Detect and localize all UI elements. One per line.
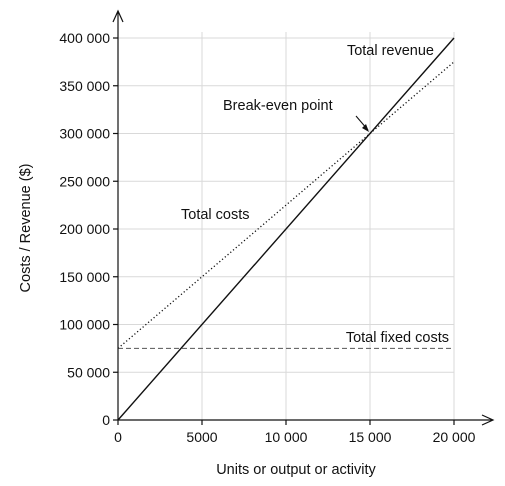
series-line-total-costs <box>117 61 455 349</box>
series-label-total-costs: Total costs <box>181 207 250 223</box>
y-tick-label: 400 000 <box>59 30 110 46</box>
break-even-point-label: Break-even point <box>223 98 333 114</box>
y-axis-title: Costs / Revenue ($) <box>18 164 34 293</box>
y-tick-label: 0 <box>102 412 110 428</box>
y-tick-label: 300 000 <box>59 126 110 142</box>
series-line-total-revenue <box>117 37 455 421</box>
x-tick-label: 5000 <box>186 429 217 445</box>
x-axis-arrow <box>481 414 495 426</box>
x-tick-label: 10 000 <box>265 429 308 445</box>
break-even-arrowhead <box>362 124 369 132</box>
y-tick-label: 200 000 <box>59 221 110 237</box>
x-tick-label: 20 000 <box>433 429 476 445</box>
tick-labels: 0 5000 10 000 15 000 20 000 0 50 000 100 000 150… <box>59 30 475 445</box>
axes <box>112 9 495 426</box>
grid <box>118 32 455 420</box>
y-tick-label: 250 000 <box>59 173 110 189</box>
y-tick-label: 100 000 <box>59 317 110 333</box>
y-tick-label: 350 000 <box>59 78 110 94</box>
y-tick-label: 150 000 <box>59 269 110 285</box>
y-axis-arrow <box>112 9 124 23</box>
x-tick-label: 0 <box>114 429 122 445</box>
x-tick-label: 15 000 <box>349 429 392 445</box>
series-lines <box>117 37 455 421</box>
series-label-total-revenue: Total revenue <box>347 43 434 59</box>
x-axis-title: Units or output or activity <box>216 462 376 478</box>
series-label-total-fixed-costs: Total fixed costs <box>346 330 449 346</box>
y-tick-label: 50 000 <box>67 364 110 380</box>
